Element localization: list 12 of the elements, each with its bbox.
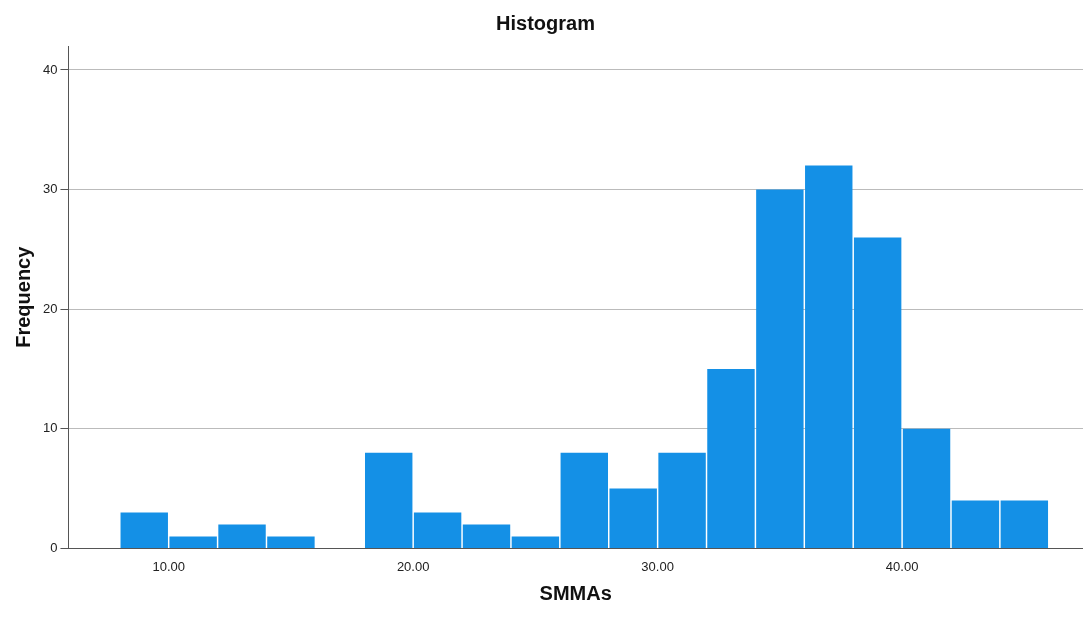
- y-axis-title: Frequency: [11, 245, 34, 348]
- y-tick-label: 40: [42, 61, 58, 77]
- y-tick-label: 10: [42, 420, 58, 436]
- y-tick-label: 30: [42, 181, 58, 197]
- x-tick-label: 40.00: [885, 558, 919, 574]
- x-tick-label: 10.00: [152, 558, 185, 574]
- y-tick-label: 0: [50, 539, 58, 555]
- chart-title: Histogram: [496, 11, 595, 34]
- x-tick-label: 20.00: [396, 558, 430, 574]
- x-tick-label: 30.00: [641, 558, 674, 574]
- x-axis-title: SMMAs: [539, 581, 612, 604]
- y-tick-label: 20: [42, 300, 58, 316]
